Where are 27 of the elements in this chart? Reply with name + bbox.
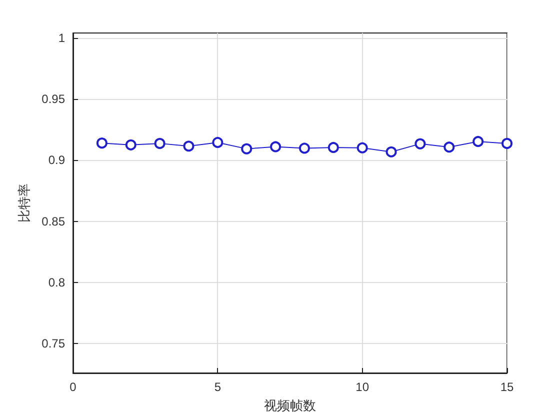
y-tick-label: 1 xyxy=(58,30,66,45)
y-tick-label: 0.8 xyxy=(48,275,66,290)
x-tick-label: 5 xyxy=(214,380,222,394)
x-axis-title: 视频帧数 xyxy=(264,398,316,413)
point xyxy=(414,138,426,150)
point xyxy=(502,138,512,149)
x-tick-label: 10 xyxy=(356,380,370,394)
x-tick-label: 15 xyxy=(500,380,514,394)
point xyxy=(444,142,455,153)
point xyxy=(154,138,166,149)
y-tick-label: 0.9 xyxy=(48,153,66,168)
point xyxy=(328,142,339,153)
point xyxy=(125,139,136,150)
point xyxy=(212,136,224,148)
point xyxy=(96,138,108,149)
point xyxy=(386,146,397,158)
point xyxy=(472,136,484,147)
point xyxy=(270,141,282,152)
point xyxy=(241,143,252,154)
y-tick-label: 0.95 xyxy=(42,92,66,106)
point xyxy=(183,140,194,152)
point xyxy=(356,142,368,154)
y-tick-label: 0.85 xyxy=(42,214,66,228)
y-tick-label: 0.75 xyxy=(42,336,66,351)
x-tick-label: 0 xyxy=(70,380,77,394)
y-axis-title: 比特率 xyxy=(16,184,32,222)
point xyxy=(298,142,310,154)
